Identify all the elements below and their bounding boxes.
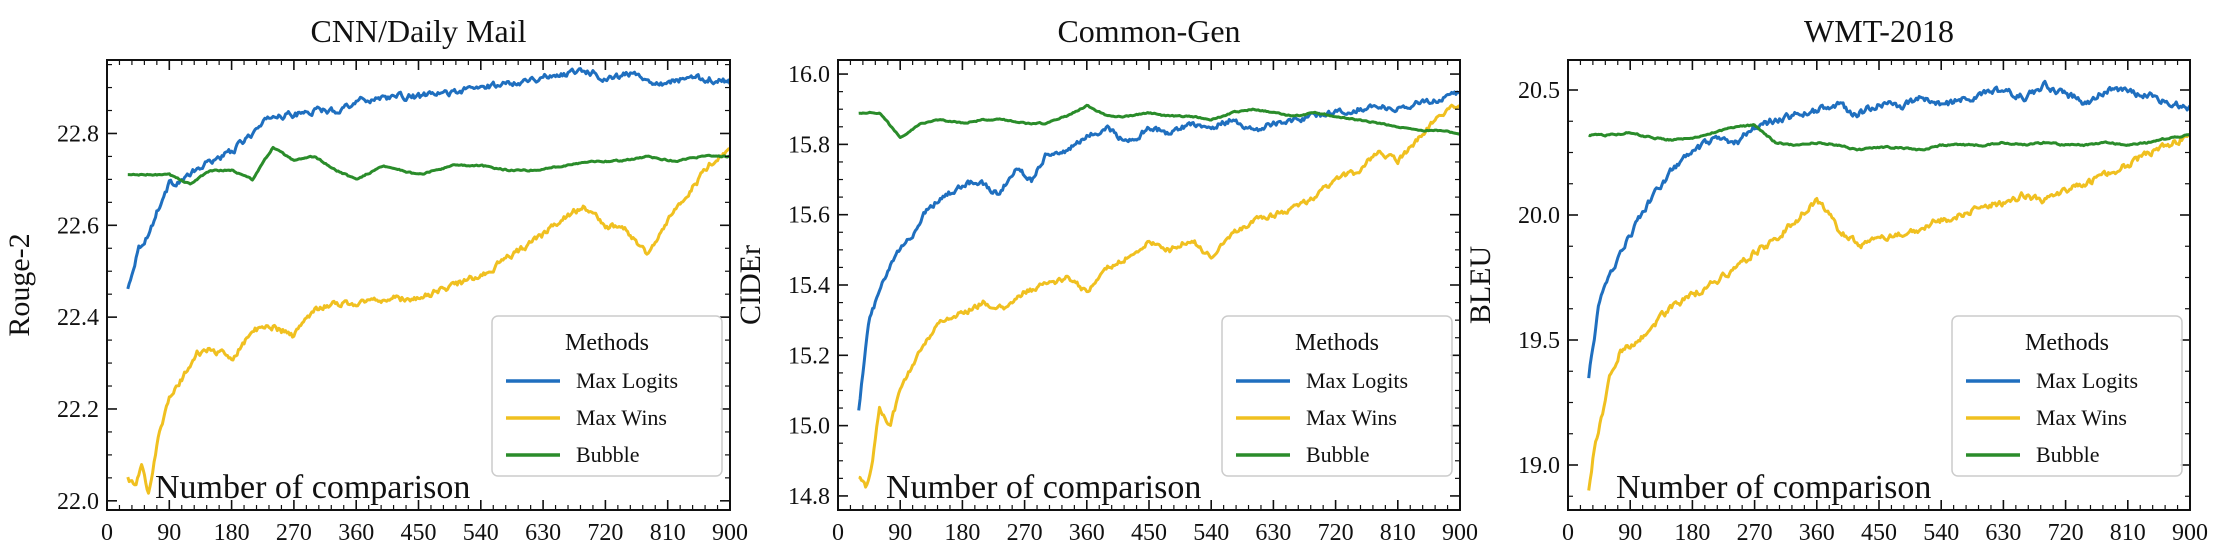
y-tick-label: 22.0: [57, 489, 99, 515]
plot-area: [1587, 79, 2190, 491]
y-tick-label: 15.0: [788, 414, 830, 440]
legend-label: Max Wins: [576, 405, 667, 430]
series-line-max-logits: [857, 90, 1460, 411]
x-tick-label: 180: [214, 520, 250, 546]
x-tick-label: 0: [101, 520, 113, 546]
y-tick-label: 22.8: [57, 121, 99, 147]
legend-box: [491, 315, 723, 477]
x-tick-label: 180: [944, 520, 980, 546]
chart-title: Common-Gen: [1057, 13, 1240, 49]
x-tick-label: 540: [1923, 520, 1959, 546]
y-tick-label: 16.0: [788, 62, 830, 88]
chart-panel-1: CNN/Daily Mail Rouge-2 0 90 180 270 360 450 540 6…: [3, 13, 748, 546]
series-line-max-wins: [858, 103, 1460, 489]
legend: Methods Max Logits Max Wins Bubble: [1951, 315, 2183, 477]
x-tick-label: 270: [1007, 520, 1043, 546]
series-line-bubble: [858, 103, 1460, 139]
legend-label: Max Wins: [1306, 405, 1397, 430]
x-tick-label: 180: [1674, 520, 1710, 546]
y-tick-label: 20.5: [1518, 78, 1560, 104]
y-axis-label: Rouge-2: [3, 233, 36, 336]
chart-title: WMT-2018: [1804, 13, 1954, 49]
y-axis-label: CIDEr: [734, 245, 767, 325]
x-tick-label: 900: [2172, 520, 2208, 546]
chart-title: CNN/Daily Mail: [311, 13, 527, 49]
x-tick-label: 90: [1618, 520, 1642, 546]
chart-panel-2: Common-Gen CIDEr 0 90 180 270 360 450 540 630 720 8…: [734, 13, 1478, 546]
x-tick-label: 540: [463, 520, 499, 546]
x-tick-label: 450: [401, 520, 437, 546]
legend-label: Max Logits: [2036, 368, 2138, 393]
x-tick-label: 270: [276, 520, 312, 546]
legend-label: Bubble: [1306, 442, 1370, 467]
x-tick-label: 630: [525, 520, 561, 546]
x-tick-label: 810: [2110, 520, 2146, 546]
x-tick-label: 720: [587, 520, 623, 546]
x-tick-label: 540: [1193, 520, 1229, 546]
x-axis-label: Number of comparison: [886, 469, 1201, 506]
x-tick-label: 450: [1861, 520, 1897, 546]
y-tick-label: 15.2: [788, 343, 830, 369]
x-tick-label: 720: [2048, 520, 2084, 546]
series-line-max-logits: [1587, 79, 2190, 379]
x-axis-label: Number of comparison: [1616, 469, 1931, 506]
plot-area: [857, 90, 1460, 489]
x-tick-label: 0: [1562, 520, 1574, 546]
x-tick-label: 360: [338, 520, 374, 546]
y-tick-label: 15.8: [788, 132, 830, 158]
legend-title: Methods: [2025, 330, 2109, 356]
legend-label: Bubble: [576, 442, 640, 467]
y-tick-label: 19.0: [1518, 453, 1560, 479]
x-tick-label: 360: [1799, 520, 1835, 546]
y-tick-label: 14.8: [788, 484, 830, 510]
legend-title: Methods: [1295, 330, 1379, 356]
legend: Methods Max Logits Max Wins Bubble: [1221, 315, 1453, 477]
legend-label: Max Logits: [1306, 368, 1408, 393]
y-tick-label: 15.6: [788, 203, 830, 229]
x-tick-label: 90: [157, 520, 181, 546]
y-tick-label: 20.0: [1518, 203, 1560, 229]
y-tick-label: 15.4: [788, 273, 830, 299]
x-tick-label: 270: [1737, 520, 1773, 546]
x-tick-label: 900: [1442, 520, 1478, 546]
x-tick-label: 810: [1380, 520, 1416, 546]
legend-label: Bubble: [2036, 442, 2100, 467]
y-tick-label: 19.5: [1518, 328, 1560, 354]
y-axis-label: BLEU: [1464, 246, 1497, 325]
x-tick-label: 720: [1318, 520, 1354, 546]
x-tick-label: 360: [1069, 520, 1105, 546]
series-line-bubble: [127, 145, 730, 186]
x-tick-label: 90: [888, 520, 912, 546]
plot-area: [126, 67, 730, 495]
series-line-bubble: [1588, 123, 2190, 152]
x-tick-label: 0: [832, 520, 844, 546]
legend-label: Max Logits: [576, 368, 678, 393]
x-tick-label: 450: [1131, 520, 1167, 546]
legend: Methods Max Logits Max Wins Bubble: [491, 315, 723, 477]
series-line-max-wins: [126, 147, 730, 495]
chart-panel-3: WMT-2018 BLEU 0 90 180 270 360 450 540 630 720 810 9…: [1464, 13, 2208, 546]
series-line-max-wins: [1587, 132, 2190, 491]
legend-box: [1951, 315, 2183, 477]
legend-label: Max Wins: [2036, 405, 2127, 430]
legend-title: Methods: [565, 330, 649, 356]
y-tick-label: 22.4: [57, 305, 99, 331]
legend-box: [1221, 315, 1453, 477]
y-tick-label: 22.2: [57, 397, 99, 423]
x-tick-label: 630: [1255, 520, 1291, 546]
series-line-max-logits: [126, 67, 730, 290]
x-tick-label: 630: [1985, 520, 2021, 546]
y-tick-label: 22.6: [57, 213, 99, 239]
x-axis-label: Number of comparison: [155, 469, 470, 506]
x-tick-label: 900: [712, 520, 748, 546]
x-tick-label: 810: [650, 520, 686, 546]
